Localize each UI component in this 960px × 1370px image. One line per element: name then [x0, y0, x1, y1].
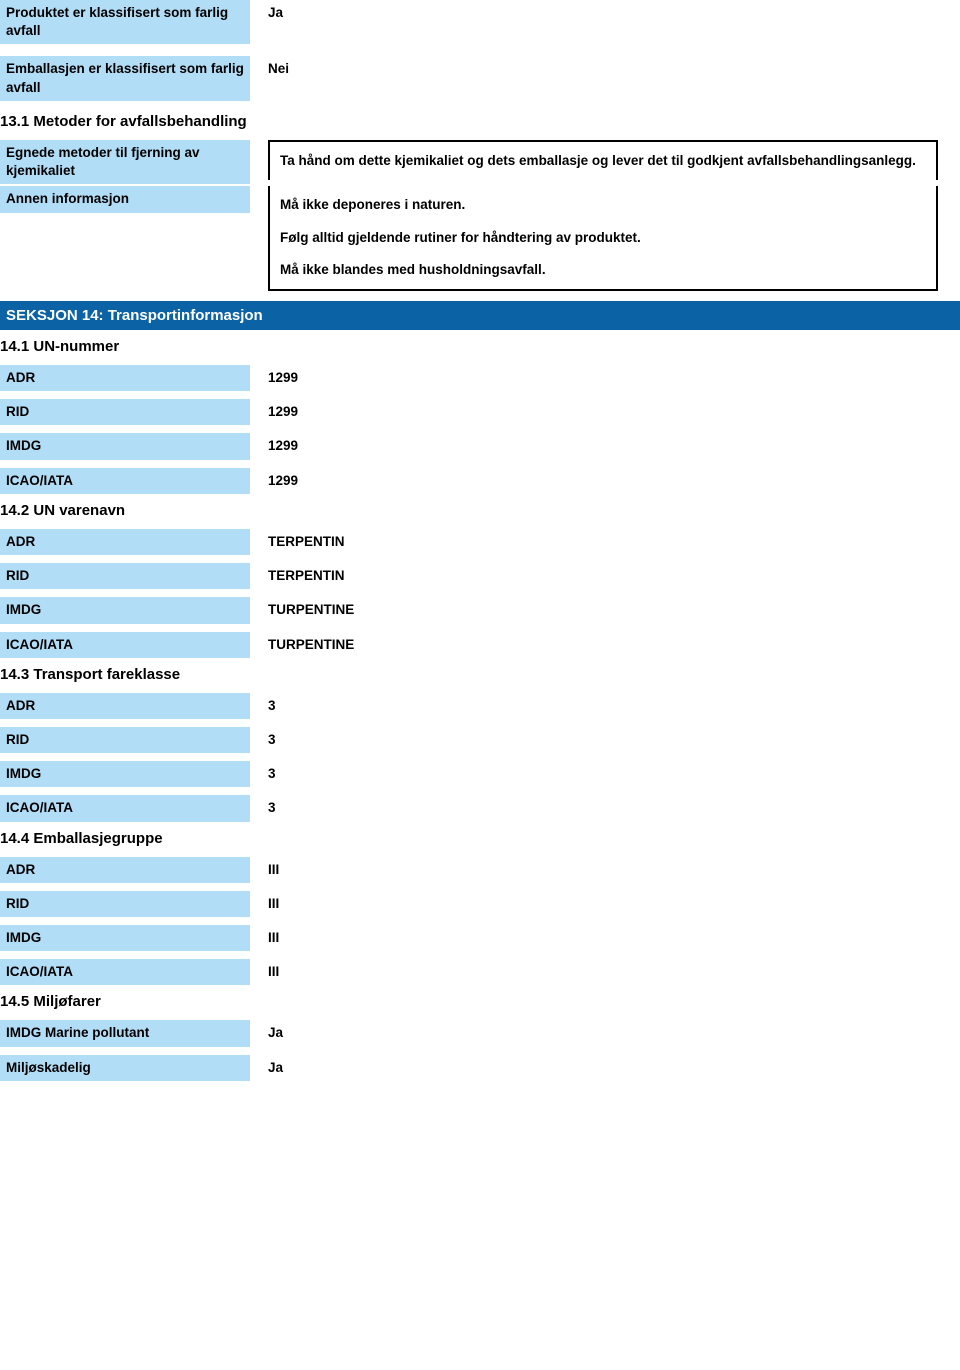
- value-product-classified: Ja: [268, 0, 960, 26]
- row-14-2-imdg: IMDG TURPENTINE: [0, 597, 960, 625]
- value-14-1-imdg: 1299: [268, 433, 960, 459]
- row-14-4-rid: RID III: [0, 891, 960, 919]
- value-disposal-methods: Ta hånd om dette kjemikaliet og dets emb…: [268, 140, 938, 180]
- label-14-5-marine: IMDG Marine pollutant: [0, 1020, 250, 1048]
- value-14-1-adr: 1299: [268, 365, 960, 391]
- value-14-2-adr: TERPENTIN: [268, 529, 960, 555]
- label-14-5-env: Miljøskadelig: [0, 1055, 250, 1083]
- row-14-2-icao: ICAO/IATA TURPENTINE: [0, 632, 960, 660]
- label-14-4-imdg: IMDG: [0, 925, 250, 953]
- label-disposal-methods: Egnede metoder til fjerning av kjemikali…: [0, 140, 250, 186]
- value-14-4-icao: III: [268, 959, 960, 985]
- label-14-2-rid: RID: [0, 563, 250, 591]
- group-14-5: IMDG Marine pollutant Ja Miljøskadelig J…: [0, 1020, 960, 1082]
- row-14-5-env: Miljøskadelig Ja: [0, 1055, 960, 1083]
- heading-14-2: 14.2 UN varenavn: [0, 502, 960, 519]
- label-14-3-icao: ICAO/IATA: [0, 795, 250, 823]
- row-other-info: Annen informasjon Må ikke deponeres i na…: [0, 186, 960, 291]
- other-info-p2: Følg alltid gjeldende rutiner for håndte…: [280, 229, 926, 247]
- group-14-2: ADR TERPENTIN RID TERPENTIN IMDG TURPENT…: [0, 529, 960, 660]
- group-14-1: ADR 1299 RID 1299 IMDG 1299 ICAO/IATA 12…: [0, 365, 960, 496]
- disposal-methods-text: Ta hånd om dette kjemikaliet og dets emb…: [280, 152, 926, 170]
- value-14-3-imdg: 3: [268, 761, 960, 787]
- row-14-3-rid: RID 3: [0, 727, 960, 755]
- row-14-1-icao: ICAO/IATA 1299: [0, 468, 960, 496]
- value-14-4-imdg: III: [268, 925, 960, 951]
- row-product-classified: Produktet er klassifisert som farlig avf…: [0, 0, 960, 46]
- value-14-2-rid: TERPENTIN: [268, 563, 960, 589]
- label-14-4-adr: ADR: [0, 857, 250, 885]
- label-14-1-adr: ADR: [0, 365, 250, 393]
- section-14-bar: SEKSJON 14: Transportinformasjon: [0, 301, 960, 330]
- row-14-5-marine: IMDG Marine pollutant Ja: [0, 1020, 960, 1048]
- value-14-4-rid: III: [268, 891, 960, 917]
- value-14-5-marine: Ja: [268, 1020, 960, 1046]
- label-packaging-classified: Emballasjen er klassifisert som farlig a…: [0, 56, 250, 102]
- value-14-5-env: Ja: [268, 1055, 960, 1081]
- row-14-1-imdg: IMDG 1299: [0, 433, 960, 461]
- value-14-4-adr: III: [268, 857, 960, 883]
- value-14-1-rid: 1299: [268, 399, 960, 425]
- label-14-2-imdg: IMDG: [0, 597, 250, 625]
- value-14-2-imdg: TURPENTINE: [268, 597, 960, 623]
- label-14-3-adr: ADR: [0, 693, 250, 721]
- label-product-classified: Produktet er klassifisert som farlig avf…: [0, 0, 250, 46]
- label-14-1-rid: RID: [0, 399, 250, 427]
- value-packaging-classified: Nei: [268, 56, 960, 82]
- label-14-2-adr: ADR: [0, 529, 250, 557]
- label-14-3-rid: RID: [0, 727, 250, 755]
- value-14-1-icao: 1299: [268, 468, 960, 494]
- row-14-1-rid: RID 1299: [0, 399, 960, 427]
- label-14-4-icao: ICAO/IATA: [0, 959, 250, 987]
- other-info-p1: Må ikke deponeres i naturen.: [280, 196, 926, 214]
- group-14-4: ADR III RID III IMDG III ICAO/IATA III: [0, 857, 960, 988]
- row-14-3-imdg: IMDG 3: [0, 761, 960, 789]
- row-14-4-icao: ICAO/IATA III: [0, 959, 960, 987]
- label-14-3-imdg: IMDG: [0, 761, 250, 789]
- value-other-info: Må ikke deponeres i naturen. Følg alltid…: [268, 186, 938, 291]
- heading-13-1: 13.1 Metoder for avfallsbehandling: [0, 113, 960, 130]
- label-14-4-rid: RID: [0, 891, 250, 919]
- row-14-4-imdg: IMDG III: [0, 925, 960, 953]
- group-14-3: ADR 3 RID 3 IMDG 3 ICAO/IATA 3: [0, 693, 960, 824]
- row-14-4-adr: ADR III: [0, 857, 960, 885]
- value-14-3-rid: 3: [268, 727, 960, 753]
- label-other-info: Annen informasjon: [0, 186, 250, 214]
- heading-14-3: 14.3 Transport fareklasse: [0, 666, 960, 683]
- value-14-3-adr: 3: [268, 693, 960, 719]
- row-disposal-methods: Egnede metoder til fjerning av kjemikali…: [0, 140, 960, 186]
- label-14-1-imdg: IMDG: [0, 433, 250, 461]
- other-info-p3: Må ikke blandes med husholdningsavfall.: [280, 261, 926, 279]
- row-14-3-icao: ICAO/IATA 3: [0, 795, 960, 823]
- heading-14-5: 14.5 Miljøfarer: [0, 993, 960, 1010]
- value-14-2-icao: TURPENTINE: [268, 632, 960, 658]
- row-14-3-adr: ADR 3: [0, 693, 960, 721]
- heading-14-1: 14.1 UN-nummer: [0, 338, 960, 355]
- label-14-2-icao: ICAO/IATA: [0, 632, 250, 660]
- row-14-1-adr: ADR 1299: [0, 365, 960, 393]
- row-14-2-adr: ADR TERPENTIN: [0, 529, 960, 557]
- label-14-1-icao: ICAO/IATA: [0, 468, 250, 496]
- row-packaging-classified: Emballasjen er klassifisert som farlig a…: [0, 56, 960, 102]
- row-14-2-rid: RID TERPENTIN: [0, 563, 960, 591]
- value-14-3-icao: 3: [268, 795, 960, 821]
- heading-14-4: 14.4 Emballasjegruppe: [0, 830, 960, 847]
